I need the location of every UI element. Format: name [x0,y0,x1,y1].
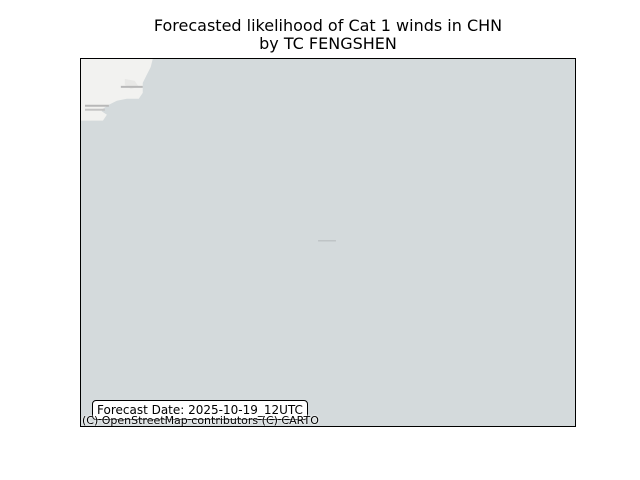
place-label-mark [120,85,143,88]
forecast-date-label: Forecast Date: 2025-10-19_12UTC [92,400,308,420]
map-attribution: (C) OpenStreetMap contributors (C) CARTO [82,414,319,427]
title-line-1: Forecasted likelihood of Cat 1 winds in … [153,16,503,35]
title-line-2: by TC FENGSHEN [259,34,397,53]
place-label-mark [84,104,109,107]
place-label-mark [318,240,336,242]
land-mass-northwest [81,59,153,121]
map-panel[interactable]: Forecast Date: 2025-10-19_12UTC (C) Open… [80,58,576,427]
chart-title: Forecasted likelihood of Cat 1 winds in … [0,17,640,53]
place-label-mark [84,108,105,111]
basemap-tiles [81,59,336,242]
island-northwest [84,110,107,121]
